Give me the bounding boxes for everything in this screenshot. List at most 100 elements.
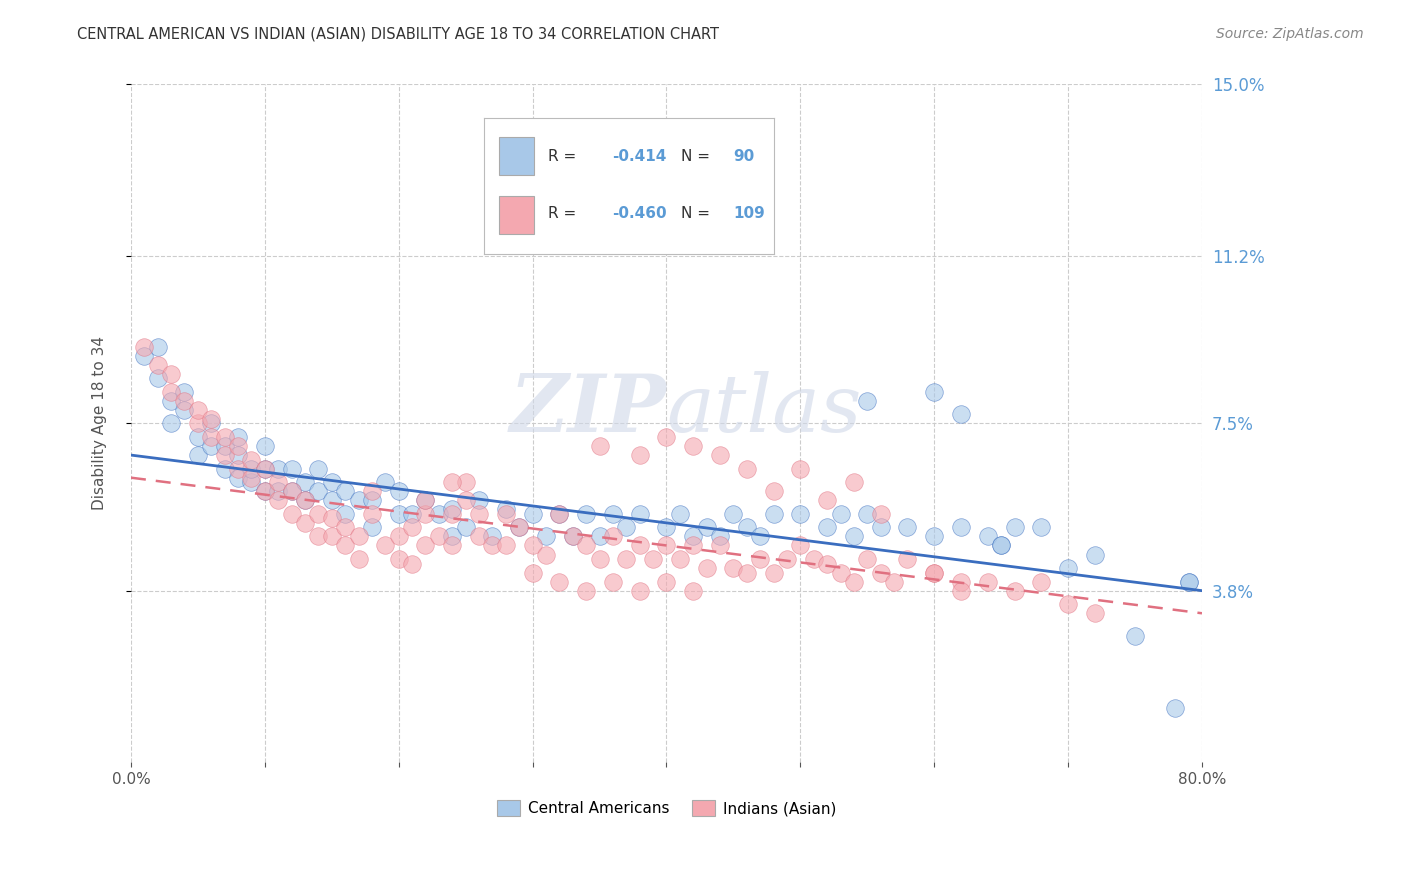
Point [401,507,423,521]
Point [655,520,678,534]
Point [628,539,651,553]
Point [950,583,973,598]
Point [160,384,183,399]
Point [415,539,437,553]
Point [267,493,290,508]
Point [454,493,477,508]
Point [173,384,195,399]
Legend: Central Americans, Indians (Asian): Central Americans, Indians (Asian) [491,795,842,822]
Point [226,461,249,475]
Point [253,461,276,475]
Point [280,484,302,499]
Point [869,520,891,534]
Point [253,484,276,499]
Point [1177,574,1199,589]
Point [253,439,276,453]
Point [682,539,704,553]
Point [842,475,865,490]
Point [267,484,290,499]
Point [134,340,156,354]
Point [575,507,598,521]
Point [977,529,1000,543]
Point [333,484,356,499]
Point [561,529,583,543]
Point [1123,629,1146,643]
Point [762,566,785,580]
Point [240,471,263,485]
Point [347,552,370,566]
Point [454,475,477,490]
Point [361,493,384,508]
Point [307,529,329,543]
Point [950,574,973,589]
Point [749,552,772,566]
Point [682,439,704,453]
Point [869,566,891,580]
Point [669,507,692,521]
Point [628,448,651,462]
Point [267,475,290,490]
Point [1057,597,1080,611]
Point [522,507,544,521]
Point [468,529,491,543]
Point [441,475,464,490]
Point [415,493,437,508]
Point [294,493,316,508]
Point [709,539,731,553]
Point [187,403,209,417]
Point [333,507,356,521]
Point [614,552,637,566]
Point [950,408,973,422]
Point [454,520,477,534]
Point [294,475,316,490]
Point [856,393,879,408]
Point [655,539,678,553]
Point [214,461,236,475]
Point [226,448,249,462]
Point [735,520,758,534]
Point [641,552,664,566]
Point [187,448,209,462]
Point [588,529,610,543]
Point [361,484,384,499]
Point [1164,701,1187,715]
Point [1031,520,1053,534]
Point [401,557,423,571]
Point [134,349,156,363]
Point [896,520,918,534]
Point [441,539,464,553]
Point [240,452,263,467]
Point [588,439,610,453]
Point [762,507,785,521]
Point [977,574,1000,589]
Point [280,484,302,499]
Point [709,448,731,462]
Point [522,566,544,580]
Point [588,552,610,566]
Point [548,574,571,589]
Point [307,461,329,475]
Point [548,507,571,521]
Point [815,557,838,571]
Point [361,520,384,534]
Point [388,552,411,566]
Point [762,484,785,499]
Point [990,539,1012,553]
Point [896,552,918,566]
Point [226,430,249,444]
Point [495,539,517,553]
Point [160,417,183,431]
Point [922,384,945,399]
Point [294,516,316,530]
Point [1084,548,1107,562]
Point [388,529,411,543]
Text: CENTRAL AMERICAN VS INDIAN (ASIAN) DISABILITY AGE 18 TO 34 CORRELATION CHART: CENTRAL AMERICAN VS INDIAN (ASIAN) DISAB… [77,27,720,42]
Point [267,461,290,475]
Point [575,583,598,598]
Point [187,430,209,444]
Point [280,461,302,475]
Point [321,493,343,508]
Point [830,566,852,580]
Point [253,484,276,499]
Point [240,475,263,490]
